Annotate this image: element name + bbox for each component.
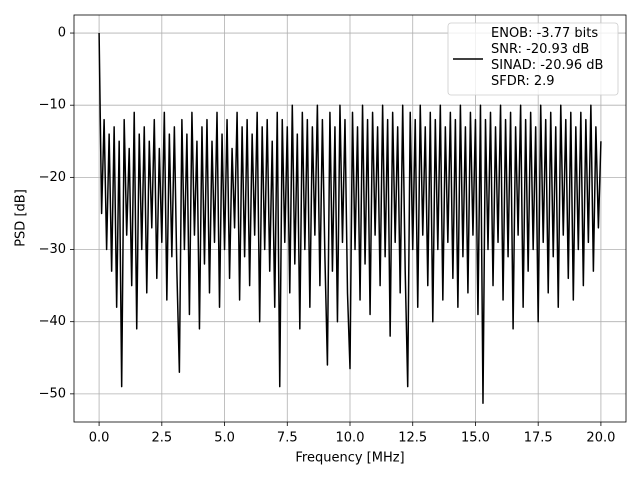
x-tick-label: 5.0 [214,431,235,446]
x-tick-label: 10.0 [336,431,365,446]
legend-label: ENOB: -3.77 bits SNR: -20.93 dB SINAD: -20… [491,26,603,89]
y-axis-label: PSD [dB] [14,189,29,247]
legend-box [447,22,619,96]
x-tick-label: 12.5 [398,431,427,446]
y-tick-label: −10 [39,98,66,113]
x-tick-label: 20.0 [586,431,615,446]
y-tick-label: −40 [39,314,66,329]
line-series [98,33,602,404]
x-tick-label: 0.0 [89,431,110,446]
y-tick-label: −20 [39,170,66,185]
y-tick-label: −30 [39,242,66,257]
x-tick-label: 2.5 [151,431,172,446]
x-tick-label: 7.5 [277,431,298,446]
plot-frame [73,14,627,423]
x-tick-label: 17.5 [524,431,553,446]
x-axis-label: Frequency [MHz] [295,451,404,466]
x-tick-label: 15.0 [461,431,490,446]
y-tick-label: 0 [58,26,66,41]
y-tick-label: −50 [39,386,66,401]
